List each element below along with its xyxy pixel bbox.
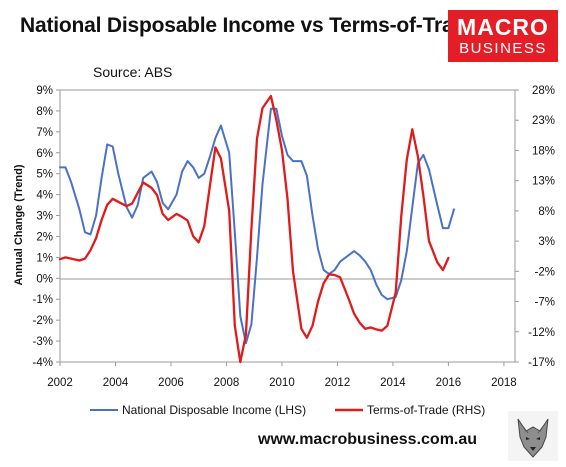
left-tick-label: 2% xyxy=(36,231,53,243)
right-tick-label: 13% xyxy=(532,176,555,188)
wolf-mascot-icon xyxy=(508,411,558,461)
series-layer xyxy=(58,94,455,364)
logo-line-2: BUSINESS xyxy=(459,40,547,57)
macrobusiness-logo: MACRO BUSINESS xyxy=(448,10,558,62)
logo-line-1: MACRO xyxy=(457,14,549,40)
left-tick-label: 6% xyxy=(36,148,53,160)
right-tick-label: -12% xyxy=(528,327,555,339)
left-tick-label: 4% xyxy=(36,190,53,202)
right-tick-label: 28% xyxy=(532,85,555,97)
legend: National Disposable Income (LHS) Terms-o… xyxy=(90,403,485,417)
left-tick-label: 3% xyxy=(36,211,53,223)
left-tick-label: 9% xyxy=(36,85,53,97)
right-tick-label: 3% xyxy=(538,236,555,248)
x-tick-label: 2010 xyxy=(269,377,295,389)
x-tick-label: 2014 xyxy=(380,377,406,389)
series-line-terms-of-trade xyxy=(58,94,450,364)
right-tick-label: 23% xyxy=(532,115,555,127)
left-tick-label: -2% xyxy=(33,315,53,327)
plot-area xyxy=(59,89,516,363)
x-tick-label: 2004 xyxy=(103,377,129,389)
y-axis-label: Annual Change (Trend) xyxy=(13,164,25,285)
x-axis-ticks: 2002 2004 2006 2008 2010 2012 2014 2016 2018 xyxy=(47,362,517,389)
right-tick-label: -17% xyxy=(528,357,555,369)
x-tick-label: 2012 xyxy=(325,377,351,389)
x-tick-label: 2016 xyxy=(436,377,462,389)
legend-label-ndi: National Disposable Income (LHS) xyxy=(122,403,306,417)
x-tick-label: 2006 xyxy=(158,377,184,389)
left-tick-label: 8% xyxy=(36,106,53,118)
left-tick-label: 1% xyxy=(36,252,53,264)
right-tick-label: 8% xyxy=(538,206,555,218)
left-axis-ticks: 9% 8% 7% 6% 5% 4% 3% 2% 1% 0% -1% -2% -3% -4% xyxy=(33,85,60,369)
legend-label-tot: Terms-of-Trade (RHS) xyxy=(367,403,485,417)
right-tick-label: 18% xyxy=(532,145,555,157)
left-tick-label: 0% xyxy=(36,273,53,285)
plot-frame xyxy=(59,89,516,363)
right-tick-label: -7% xyxy=(535,297,555,309)
chart-title: National Disposable Income vs Terms-of-T… xyxy=(20,14,478,37)
left-tick-label: -1% xyxy=(33,294,53,306)
source-label: Source: ABS xyxy=(93,64,173,80)
x-tick-label: 2008 xyxy=(214,377,240,389)
left-tick-label: 7% xyxy=(36,127,53,139)
right-axis-ticks: 28% 23% 18% 13% 8% 3% -2% -7% -12% -17% xyxy=(515,85,555,369)
x-tick-label: 2018 xyxy=(491,377,517,389)
x-tick-label: 2002 xyxy=(47,377,73,389)
left-tick-label: -4% xyxy=(33,357,53,369)
left-tick-label: 5% xyxy=(36,169,53,181)
left-tick-label: -3% xyxy=(33,336,53,348)
right-tick-label: -2% xyxy=(535,266,555,278)
website-url: www.macrobusiness.com.au xyxy=(258,431,478,448)
